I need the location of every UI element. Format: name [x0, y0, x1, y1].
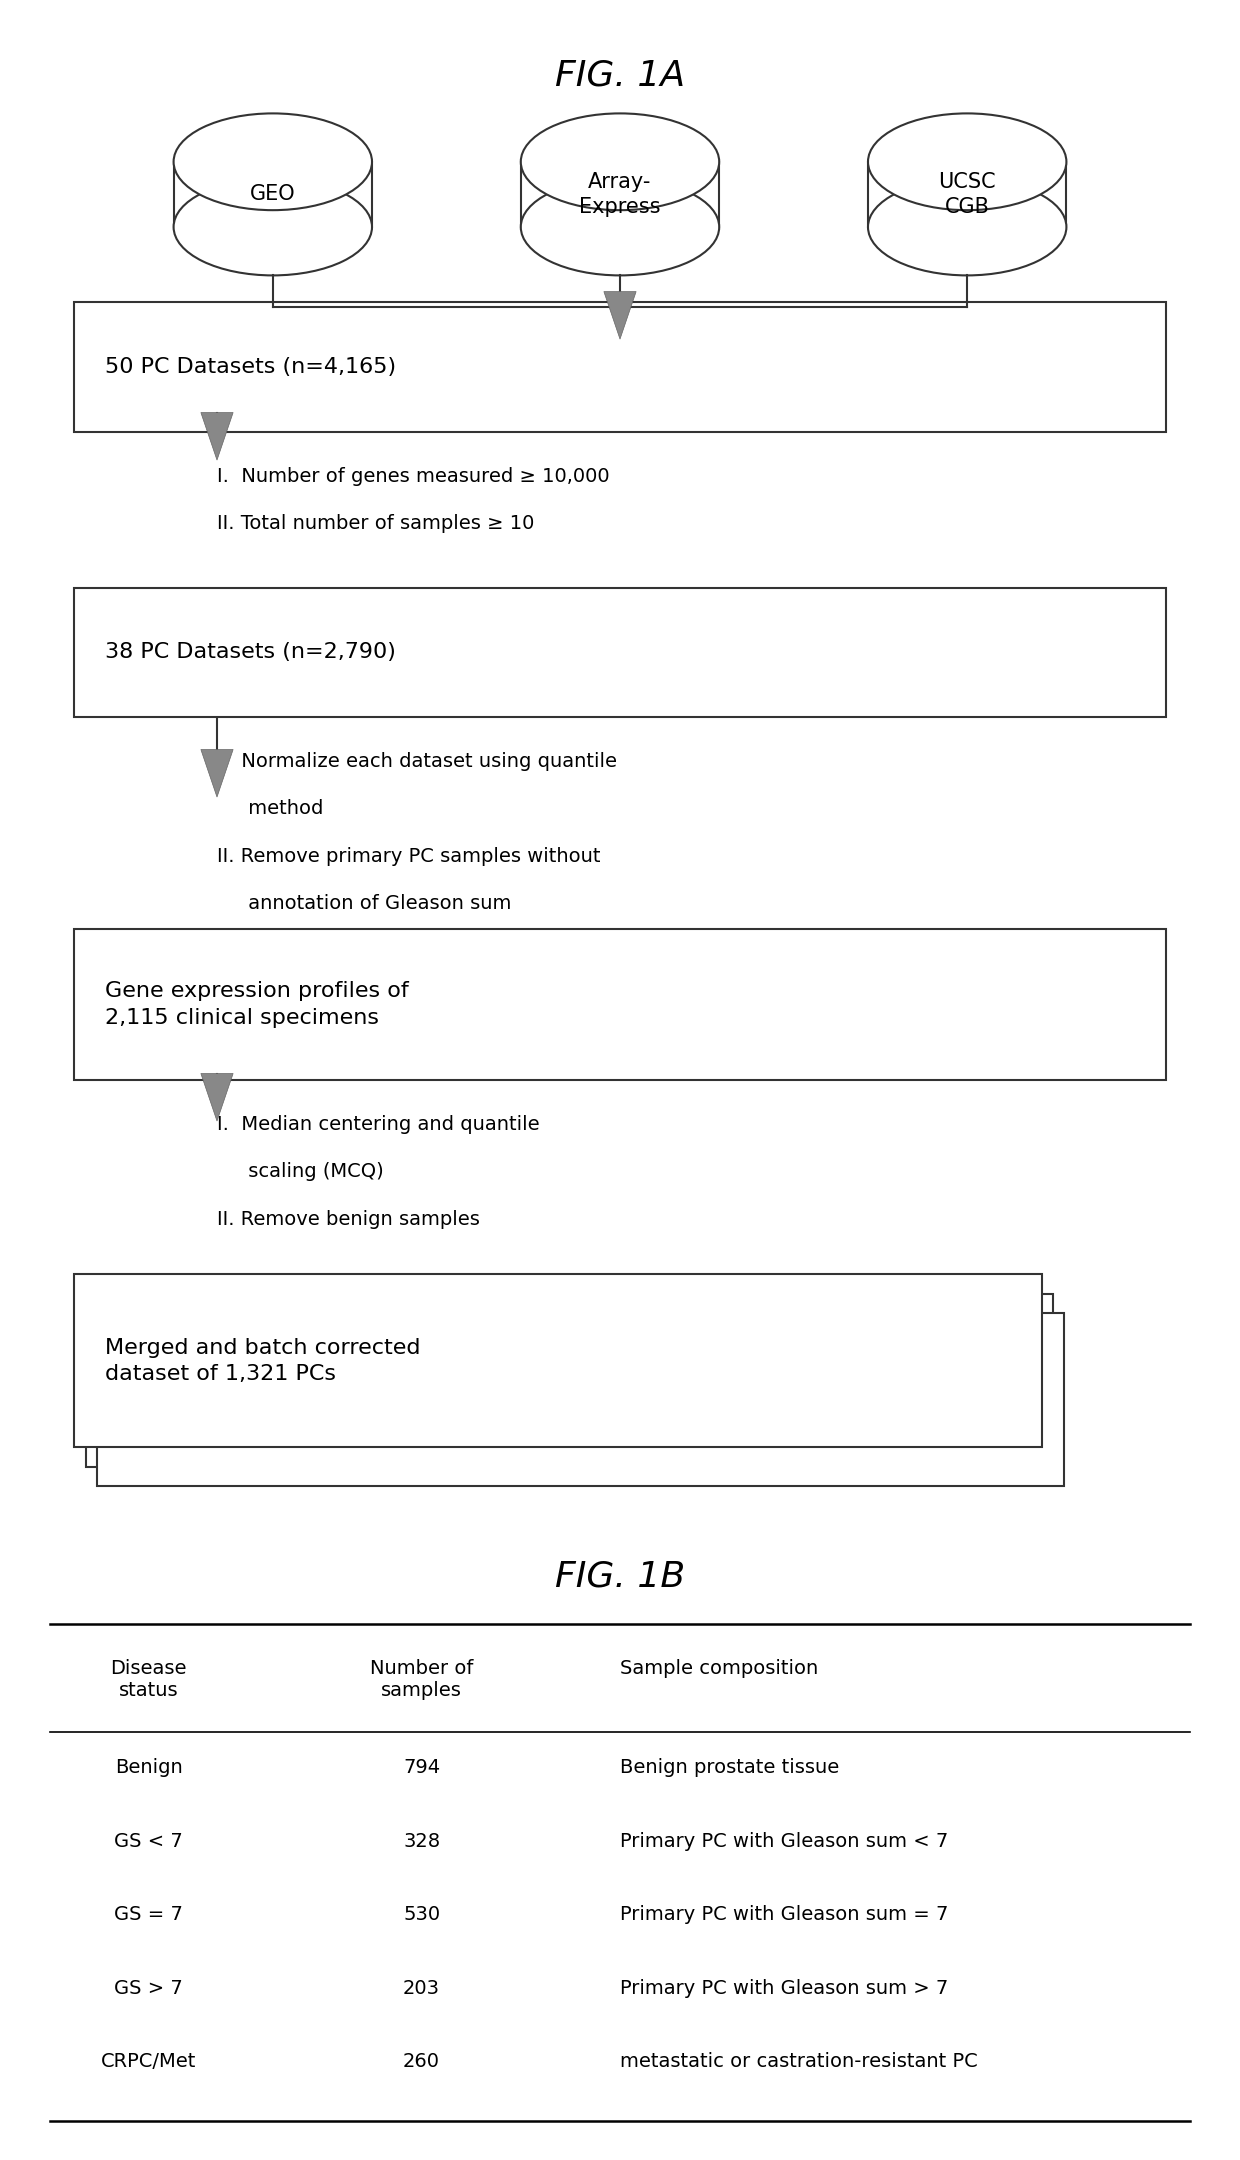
- Text: GS > 7: GS > 7: [114, 1979, 184, 1998]
- FancyBboxPatch shape: [97, 1313, 1064, 1486]
- Text: CRPC/Met: CRPC/Met: [102, 2052, 196, 2071]
- Text: 203: 203: [403, 1979, 440, 1998]
- Text: Primary PC with Gleason sum = 7: Primary PC with Gleason sum = 7: [620, 1905, 949, 1925]
- Ellipse shape: [174, 179, 372, 274]
- Polygon shape: [521, 162, 719, 227]
- Text: Benign: Benign: [115, 1758, 182, 1778]
- Text: UCSC
CGB: UCSC CGB: [939, 173, 996, 216]
- FancyBboxPatch shape: [74, 929, 1166, 1080]
- Text: I.  Normalize each dataset using quantile: I. Normalize each dataset using quantile: [217, 752, 618, 771]
- Text: Array-
Express: Array- Express: [579, 173, 661, 216]
- Ellipse shape: [868, 179, 1066, 274]
- Ellipse shape: [521, 112, 719, 210]
- Ellipse shape: [868, 112, 1066, 210]
- Text: I.  Number of genes measured ≥ 10,000: I. Number of genes measured ≥ 10,000: [217, 467, 610, 486]
- Text: Number of
samples: Number of samples: [370, 1659, 474, 1700]
- Polygon shape: [201, 1074, 233, 1121]
- Text: Disease
status: Disease status: [110, 1659, 187, 1700]
- FancyBboxPatch shape: [74, 588, 1166, 717]
- Text: Benign prostate tissue: Benign prostate tissue: [620, 1758, 839, 1778]
- Text: method: method: [217, 799, 324, 819]
- Text: Primary PC with Gleason sum > 7: Primary PC with Gleason sum > 7: [620, 1979, 949, 1998]
- Ellipse shape: [174, 112, 372, 210]
- Text: FIG. 1A: FIG. 1A: [556, 58, 684, 93]
- Text: GS = 7: GS = 7: [114, 1905, 184, 1925]
- Text: 38 PC Datasets (n=2,790): 38 PC Datasets (n=2,790): [105, 642, 397, 663]
- Text: annotation of Gleason sum: annotation of Gleason sum: [217, 894, 511, 914]
- Text: II. Total number of samples ≥ 10: II. Total number of samples ≥ 10: [217, 514, 534, 534]
- Polygon shape: [201, 413, 233, 460]
- Text: Gene expression profiles of
2,115 clinical specimens: Gene expression profiles of 2,115 clinic…: [105, 981, 409, 1028]
- FancyBboxPatch shape: [74, 302, 1166, 432]
- Text: Sample composition: Sample composition: [620, 1659, 818, 1678]
- Text: Merged and batch corrected
dataset of 1,321 PCs: Merged and batch corrected dataset of 1,…: [105, 1337, 420, 1385]
- FancyBboxPatch shape: [74, 1274, 1042, 1447]
- Text: Primary PC with Gleason sum < 7: Primary PC with Gleason sum < 7: [620, 1832, 949, 1851]
- Text: metastatic or castration-resistant PC: metastatic or castration-resistant PC: [620, 2052, 978, 2071]
- Text: I.  Median centering and quantile: I. Median centering and quantile: [217, 1115, 539, 1134]
- Text: FIG. 1B: FIG. 1B: [556, 1560, 684, 1594]
- Text: 328: 328: [403, 1832, 440, 1851]
- Text: GS < 7: GS < 7: [114, 1832, 184, 1851]
- FancyBboxPatch shape: [86, 1294, 1053, 1467]
- Ellipse shape: [521, 179, 719, 274]
- Polygon shape: [868, 162, 1066, 227]
- Polygon shape: [174, 162, 372, 227]
- Text: 794: 794: [403, 1758, 440, 1778]
- Text: 530: 530: [403, 1905, 440, 1925]
- Polygon shape: [604, 292, 636, 339]
- Text: II. Remove primary PC samples without: II. Remove primary PC samples without: [217, 847, 600, 866]
- Polygon shape: [201, 750, 233, 797]
- Text: 260: 260: [403, 2052, 440, 2071]
- Text: scaling (MCQ): scaling (MCQ): [217, 1162, 383, 1182]
- Text: GEO: GEO: [250, 184, 295, 205]
- Text: II. Remove benign samples: II. Remove benign samples: [217, 1210, 480, 1229]
- Text: 50 PC Datasets (n=4,165): 50 PC Datasets (n=4,165): [105, 356, 397, 378]
